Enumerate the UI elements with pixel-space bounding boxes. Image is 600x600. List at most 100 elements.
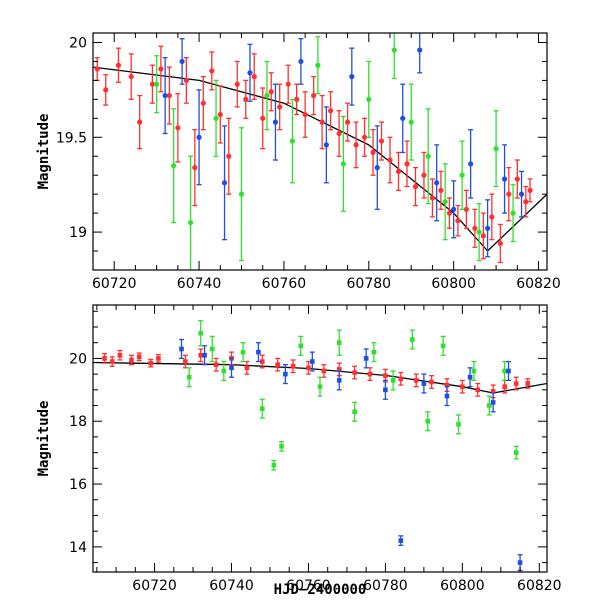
data-point xyxy=(268,72,274,112)
point-marker xyxy=(484,225,491,231)
point-marker xyxy=(408,119,414,125)
data-point xyxy=(155,353,161,363)
point-marker xyxy=(455,218,461,224)
point-marker xyxy=(94,66,100,72)
x-tick-label: 60760 xyxy=(262,276,307,292)
point-marker xyxy=(259,406,265,411)
point-marker xyxy=(336,340,342,345)
data-point xyxy=(513,445,519,460)
point-marker xyxy=(367,371,373,377)
panel-1: 60720 60740 60760 60780 60800 60820 19 19.5 20 Ma… xyxy=(36,32,561,292)
point-marker xyxy=(387,157,393,163)
point-marker xyxy=(256,349,261,355)
data-point xyxy=(490,392,496,413)
point-marker xyxy=(209,68,215,74)
x-tick-label: 60740 xyxy=(177,276,222,292)
point-marker xyxy=(417,47,423,53)
point-marker xyxy=(298,58,304,65)
point-marker xyxy=(268,89,274,95)
point-marker xyxy=(442,199,448,205)
data-point xyxy=(425,108,431,205)
point-marker xyxy=(506,368,511,374)
data-point xyxy=(446,197,453,229)
point-marker xyxy=(154,81,160,87)
point-marker xyxy=(476,229,482,235)
data-point xyxy=(506,166,512,222)
y-axis-title: Magnitude xyxy=(36,401,52,477)
point-marker xyxy=(410,337,415,342)
point-marker xyxy=(383,387,388,393)
point-marker xyxy=(283,371,288,377)
point-marker xyxy=(226,153,232,159)
point-marker xyxy=(129,357,134,363)
point-marker xyxy=(425,153,431,159)
data-point xyxy=(361,117,368,157)
point-marker xyxy=(336,130,342,137)
point-marker xyxy=(352,370,357,375)
data-point xyxy=(192,129,198,207)
point-marker xyxy=(229,365,234,371)
data-point xyxy=(421,373,427,394)
data-point xyxy=(198,348,204,363)
data-point xyxy=(209,335,215,363)
data-point xyxy=(103,74,109,106)
data-point xyxy=(202,345,208,366)
data-point xyxy=(484,199,491,258)
point-marker xyxy=(463,206,469,212)
data-point xyxy=(493,110,499,188)
data-point xyxy=(514,159,520,199)
data-point xyxy=(476,202,482,262)
y-tick-label: 20 xyxy=(69,351,87,367)
data-point xyxy=(489,193,495,241)
point-marker xyxy=(234,81,240,87)
point-marker xyxy=(209,346,215,352)
data-point xyxy=(298,38,304,85)
point-marker xyxy=(198,330,204,336)
data-point xyxy=(229,357,235,378)
point-marker xyxy=(371,349,377,355)
point-marker xyxy=(171,163,177,169)
data-point xyxy=(456,414,462,435)
point-marker xyxy=(344,119,351,125)
data-point xyxy=(527,178,533,203)
point-marker xyxy=(323,142,329,148)
point-marker xyxy=(103,87,109,93)
point-marker xyxy=(383,373,388,378)
data-point xyxy=(413,373,419,388)
data-point xyxy=(175,93,181,163)
data-point xyxy=(400,83,406,154)
data-point xyxy=(459,379,465,394)
point-marker xyxy=(510,210,516,216)
point-marker xyxy=(412,183,419,190)
data-point xyxy=(353,121,359,169)
data-point xyxy=(378,121,385,161)
data-point xyxy=(149,64,156,104)
data-point xyxy=(412,166,419,207)
point-marker xyxy=(148,360,154,366)
data-point xyxy=(279,440,285,452)
point-marker xyxy=(175,125,181,131)
point-marker xyxy=(137,119,143,125)
point-marker xyxy=(518,191,525,197)
data-point xyxy=(475,382,481,397)
point-marker xyxy=(413,378,419,383)
data-point xyxy=(221,125,228,241)
data-point xyxy=(525,378,531,389)
data-point xyxy=(136,352,142,362)
data-point xyxy=(264,60,270,131)
point-marker xyxy=(285,81,291,87)
data-point xyxy=(370,129,376,176)
y-tick-label: 18 xyxy=(69,414,87,430)
point-marker xyxy=(294,96,300,102)
data-point xyxy=(137,94,143,150)
series-green xyxy=(154,33,516,270)
point-marker xyxy=(527,187,533,193)
point-marker xyxy=(404,161,410,167)
point-marker xyxy=(475,387,481,393)
point-marker xyxy=(513,381,519,386)
data-point xyxy=(221,360,227,382)
data-point xyxy=(323,106,329,184)
point-marker xyxy=(149,81,156,87)
data-point xyxy=(438,170,444,210)
plot-area-1 xyxy=(93,33,547,270)
